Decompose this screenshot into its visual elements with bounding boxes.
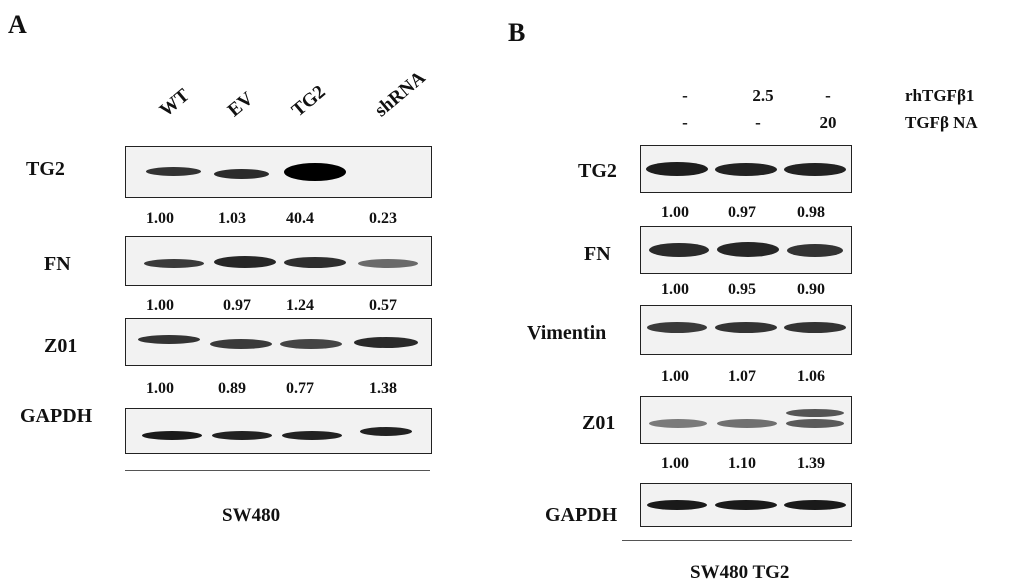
blot-label-tg2: TG2 (26, 158, 65, 180)
blot-label-gapdh-b: GAPDH (545, 504, 618, 526)
blot-tg2-b (640, 145, 852, 193)
divider-line-b (622, 540, 852, 541)
band (212, 431, 272, 440)
band (784, 322, 846, 333)
panel-b-letter: B (508, 18, 526, 47)
quant-value: 1.00 (661, 368, 689, 385)
condition-value: - (825, 86, 831, 105)
quant-value: 1.00 (661, 455, 689, 472)
condition-value: 2.5 (752, 86, 774, 105)
panel-a-letter: A (8, 10, 27, 39)
condition-value: 20 (819, 113, 837, 132)
lane-header-tg2: TG2 (287, 81, 330, 122)
quant-value: 1.10 (728, 455, 756, 472)
condition-value: - (682, 113, 688, 132)
band (784, 500, 846, 510)
band (786, 419, 844, 428)
band (144, 259, 204, 268)
blot-fn-b (640, 226, 852, 274)
quant-value: 1.38 (369, 380, 397, 397)
quant-value: 1.39 (797, 455, 825, 472)
band (786, 409, 844, 417)
quant-value: 1.00 (661, 204, 689, 221)
band (646, 162, 708, 176)
blot-label-fn-b: FN (584, 243, 611, 265)
divider-line (125, 470, 430, 471)
quant-value: 1.06 (797, 368, 825, 385)
quant-value: 0.77 (286, 380, 314, 397)
quant-value: 0.98 (797, 204, 825, 221)
band (647, 500, 707, 510)
quant-value: 1.24 (286, 297, 314, 314)
band (784, 163, 846, 176)
band (715, 163, 777, 176)
band (284, 257, 346, 268)
blot-label-vimentin: Vimentin (527, 322, 607, 344)
band (649, 243, 709, 257)
lane-header-ev: EV (223, 88, 258, 122)
quant-value: 0.23 (369, 210, 397, 227)
quant-value: 1.03 (218, 210, 246, 227)
quant-value: 1.00 (146, 210, 174, 227)
band (717, 419, 777, 428)
panel-b-caption: SW480 TG2 (690, 562, 790, 583)
band (358, 259, 418, 268)
quant-value: 0.97 (223, 297, 251, 314)
band (214, 169, 269, 179)
blot-z01 (125, 318, 432, 366)
band (282, 431, 342, 440)
band (146, 167, 201, 176)
band (280, 339, 342, 349)
band (787, 244, 843, 257)
blot-z01-b (640, 396, 852, 444)
condition-label-tgfb-na: TGFβ NA (905, 113, 978, 132)
quant-value: 40.4 (286, 210, 314, 227)
quant-value: 1.00 (146, 297, 174, 314)
panel-a-caption: SW480 (222, 505, 281, 526)
band (284, 163, 346, 181)
blot-gapdh-b (640, 483, 852, 527)
blot-gapdh (125, 408, 432, 454)
band (142, 431, 202, 440)
quant-value: 0.97 (728, 204, 756, 221)
quant-value: 0.89 (218, 380, 246, 397)
quant-value: 0.95 (728, 281, 756, 298)
band (649, 419, 707, 428)
quant-value: 0.57 (369, 297, 397, 314)
lane-header-shrna: shRNA (370, 67, 430, 122)
quant-value: 1.00 (661, 281, 689, 298)
band (210, 339, 272, 349)
band (715, 322, 777, 333)
blot-label-z01: Z01 (44, 335, 78, 357)
band (354, 337, 418, 348)
condition-value: - (682, 86, 688, 105)
band (647, 322, 707, 333)
blot-label-tg2-b: TG2 (578, 160, 617, 182)
blot-label-fn: FN (44, 253, 71, 275)
blot-vimentin (640, 305, 852, 355)
band (360, 427, 412, 436)
band (214, 256, 276, 268)
condition-label-rhtgfb1: rhTGFβ1 (905, 86, 975, 105)
blot-label-gapdh: GAPDH (20, 405, 93, 427)
band (715, 500, 777, 510)
blot-label-z01-b: Z01 (582, 412, 616, 434)
blot-tg2 (125, 146, 432, 198)
condition-value: - (755, 113, 761, 132)
band (138, 335, 200, 344)
band (717, 242, 779, 257)
quant-value: 0.90 (797, 281, 825, 298)
blot-fn (125, 236, 432, 286)
quant-value: 1.00 (146, 380, 174, 397)
lane-header-wt: WT (155, 84, 194, 122)
quant-value: 1.07 (728, 368, 756, 385)
